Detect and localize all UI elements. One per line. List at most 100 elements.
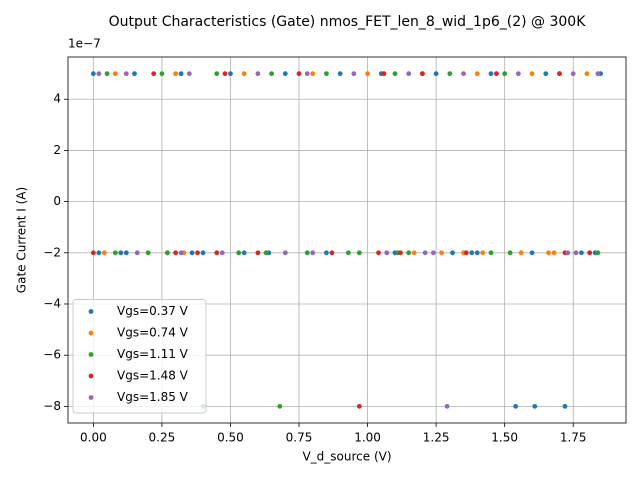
legend-label: Vgs=1.11 V	[117, 347, 189, 361]
point	[351, 71, 357, 77]
x-tick-label: 1.50	[491, 431, 518, 445]
x-tick-label: 1.25	[423, 431, 450, 445]
point	[255, 250, 261, 256]
chart-title: Output Characteristics (Gate) nmos_FET_l…	[109, 14, 587, 30]
point	[219, 250, 225, 256]
x-tick-label: 0.25	[149, 431, 176, 445]
point	[345, 250, 351, 256]
point	[173, 250, 179, 256]
point	[356, 250, 362, 256]
point	[461, 71, 466, 77]
legend-marker	[88, 373, 94, 379]
legend-marker	[88, 330, 94, 336]
y-tick-label: −6	[43, 348, 61, 362]
point	[159, 71, 165, 77]
y-offset-label: 1e−7	[68, 37, 101, 51]
point	[241, 250, 247, 256]
x-axis-label: V_d_source (V)	[302, 450, 391, 464]
point	[145, 250, 151, 256]
x-tick-label: 0.00	[80, 431, 107, 445]
point	[134, 250, 140, 256]
legend-label: Vgs=0.74 V	[117, 326, 189, 340]
point	[112, 71, 118, 77]
point	[450, 250, 455, 256]
point	[488, 71, 494, 77]
point	[282, 71, 288, 77]
point	[507, 250, 513, 256]
point	[132, 71, 137, 77]
point	[430, 250, 436, 256]
point	[90, 250, 96, 256]
point	[587, 250, 593, 256]
point	[277, 403, 283, 409]
y-tick-label: −4	[43, 296, 61, 310]
x-tick-label: 0.50	[217, 431, 244, 445]
y-tick-label: 2	[53, 143, 61, 157]
point	[310, 71, 316, 77]
point	[241, 71, 247, 77]
point	[200, 250, 206, 256]
point	[356, 403, 362, 409]
point	[381, 71, 387, 77]
point	[189, 250, 195, 256]
point	[282, 250, 288, 256]
point	[164, 250, 170, 256]
point	[433, 71, 439, 77]
point	[214, 250, 220, 256]
x-tick-label: 0.75	[286, 431, 313, 445]
axes-frame	[67, 56, 627, 424]
point	[444, 403, 450, 409]
point	[151, 71, 157, 77]
point	[123, 71, 129, 77]
point	[376, 250, 381, 256]
point	[579, 250, 584, 256]
point	[595, 71, 601, 77]
point	[551, 250, 557, 256]
point	[384, 250, 390, 256]
point	[222, 71, 228, 77]
point	[96, 71, 102, 77]
point	[406, 71, 412, 77]
point	[255, 71, 261, 77]
point	[118, 250, 124, 256]
point	[573, 250, 579, 256]
point	[532, 403, 538, 409]
point	[513, 403, 519, 409]
point	[584, 71, 590, 77]
y-axis-label: Gate Current I (A)	[15, 187, 29, 293]
point	[90, 71, 96, 77]
point	[269, 71, 274, 77]
point	[411, 250, 417, 256]
point	[324, 71, 329, 77]
point	[96, 250, 102, 256]
x-tick-label: 1.00	[354, 431, 381, 445]
legend-box	[72, 299, 207, 414]
point	[529, 71, 535, 77]
point	[422, 250, 428, 256]
point	[123, 250, 129, 256]
y-tick-label: 4	[53, 92, 61, 106]
y-tick-label: −2	[43, 245, 61, 259]
point	[365, 71, 370, 77]
point	[112, 250, 118, 256]
point	[570, 71, 576, 77]
legend-label: Vgs=1.85 V	[117, 390, 189, 404]
point	[101, 250, 107, 256]
legend-label: Vgs=1.48 V	[117, 369, 189, 383]
point	[337, 71, 343, 77]
point	[392, 71, 398, 77]
point	[104, 71, 110, 77]
point	[304, 71, 310, 77]
point	[236, 250, 242, 256]
point	[296, 71, 302, 77]
point	[515, 71, 521, 77]
point	[214, 71, 220, 77]
point	[439, 250, 444, 256]
point	[543, 71, 549, 77]
point	[480, 250, 486, 256]
point	[263, 250, 269, 256]
point	[463, 250, 469, 256]
point	[494, 71, 499, 77]
